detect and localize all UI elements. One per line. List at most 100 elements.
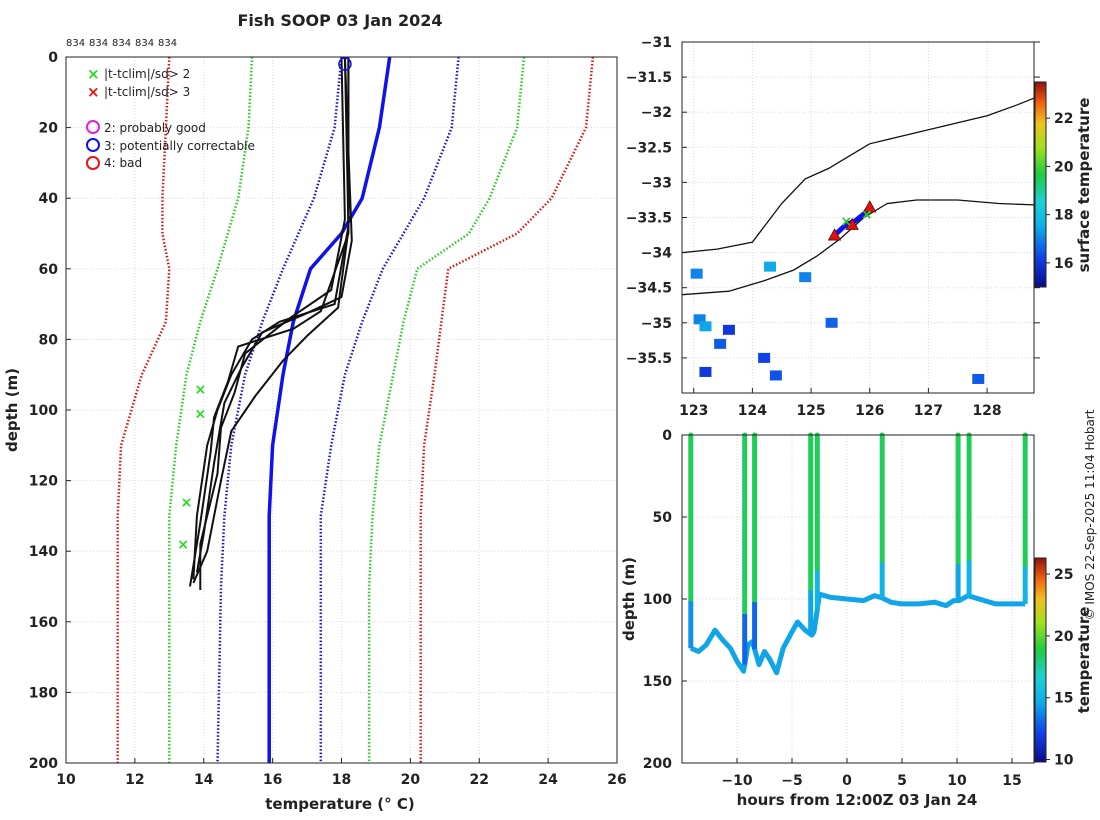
profile-id-label: 834 (89, 38, 108, 49)
climatology-lines (118, 57, 593, 763)
timeseries-x-tick-label: −5 (781, 773, 802, 789)
profile-x-axis-label: temperature (° C) (265, 795, 415, 813)
legend-x-marker-red: × (87, 83, 100, 101)
map-y-tick-label: −34.5 (626, 281, 672, 297)
map-y-tick-label: −31 (641, 35, 672, 51)
track-x-marker: × (861, 207, 873, 223)
profile-x-tick-label: 10 (56, 772, 76, 788)
profile-x-tick-label: 16 (263, 772, 282, 788)
profile-id-labels: 834 834 834 834 834 (66, 38, 177, 49)
sst-patch (764, 262, 776, 272)
profile-y-tick-label: 40 (39, 191, 59, 207)
legend-circle-red (87, 157, 99, 169)
sst-patch (799, 272, 811, 282)
timeseries-y-tick-label: 0 (662, 428, 672, 444)
sst-patch (714, 339, 726, 349)
profile-y-tick-label: 200 (29, 756, 58, 772)
figure: Fish SOOP 03 Jan 2024 834 834 834 834 83… (0, 0, 1100, 820)
timeseries-y-tick-label: 200 (643, 756, 672, 772)
profile-x-tick-label: 22 (470, 772, 489, 788)
map-colorbar-ticks: 16 18 20 22 (1046, 111, 1074, 272)
timeseries-colorbar (1035, 558, 1046, 762)
map-x-tick-label: 126 (855, 403, 884, 419)
timeseries-colorbar-tick-label: 25 (1054, 567, 1073, 583)
climatology-mean-line (269, 57, 390, 763)
map-colorbar-tick-label: 22 (1054, 111, 1073, 127)
profile-y-tick-label: 60 (39, 262, 59, 278)
timeseries-colorbar-label: temperature (1075, 607, 1093, 714)
profile-y-tick-label: 160 (29, 615, 58, 631)
map-colorbar (1035, 82, 1046, 287)
climatology-bound-line (369, 57, 524, 763)
map-y-tick-label: −34 (641, 246, 672, 262)
timeseries-y-tick-label: 150 (643, 674, 672, 690)
legend-circle-blue (87, 139, 99, 151)
shelf-contours (682, 98, 1034, 295)
map-x-tick-label: 127 (914, 403, 943, 419)
profile-x-tick-label: 14 (194, 772, 214, 788)
legend-label: 4: bad (104, 156, 142, 170)
profile-y-tick-label: 100 (29, 403, 58, 419)
map-colorbar-tick-label: 20 (1054, 159, 1074, 175)
profile-y-tick-label: 120 (29, 474, 58, 490)
timeseries-colorbar-tick-label: 15 (1054, 691, 1073, 707)
legend-label: 2: probably good (104, 121, 206, 135)
sst-patch (691, 269, 703, 279)
timeseries-colorbar-tick-label: 20 (1054, 629, 1074, 645)
legend-label: |t-tclim|/sd> 3 (104, 85, 190, 99)
profile-y-tick-label: 180 (29, 685, 58, 701)
map-y-tick-label: −31.5 (626, 70, 672, 86)
timeseries-x-axis-label: hours from 12:00Z 03 Jan 24 (737, 791, 978, 809)
profile-y-ticks: 0 20 40 60 80 100 120 140 160 180 200 (29, 50, 71, 772)
profile-x-tick-label: 24 (538, 772, 558, 788)
map-colorbar-tick-label: 18 (1054, 208, 1073, 224)
profile-x-tick-label: 18 (332, 772, 351, 788)
timeseries-x-tick-label: 15 (1002, 773, 1021, 789)
map-panel: × × 123 124 125 126 127 128 −31−31.5−32−32.5−3… (626, 35, 1093, 419)
profile-y-tick-label: 20 (39, 121, 59, 137)
legend-x-marker-green: × (87, 65, 100, 83)
profile-y-tick-label: 80 (39, 332, 59, 348)
profile-chart-title: Fish SOOP 03 Jan 2024 (238, 11, 443, 30)
profile-x-tick-label: 26 (607, 772, 626, 788)
profile-id-label: 834 (66, 38, 85, 49)
ship-track: × × (829, 201, 876, 240)
profile-x-tick-label: 20 (401, 772, 421, 788)
credit-text: © IMOS 22-Sep-2025 11:04 Hobart (1083, 409, 1097, 620)
map-x-tick-label: 124 (738, 403, 767, 419)
timeseries-y-axis-label: depth (m) (620, 557, 638, 641)
flag-x-marker: × (181, 495, 193, 511)
map-x-tick-label: 123 (679, 403, 708, 419)
legend-label: |t-tclim|/sd> 2 (104, 67, 190, 81)
timeseries-x-tick-label: 5 (897, 773, 907, 789)
timeseries-data (691, 435, 1025, 673)
flag-x-marker: × (194, 382, 206, 398)
shelf-contour-line (682, 200, 1034, 295)
sst-patch (758, 353, 770, 363)
profile-y-axis-label: depth (m) (3, 368, 21, 452)
profile-panel: Fish SOOP 03 Jan 2024 834 834 834 834 83… (3, 11, 627, 813)
timeseries-x-tick-label: −10 (721, 773, 752, 789)
timeseries-panel: −10 −5 0 5 10 15 0 50 100 150 200 hours from 12:0… (620, 428, 1093, 809)
profile-legend: × |t-tclim|/sd> 2 × |t-tclim|/sd> 3 2: p… (87, 65, 255, 170)
profile-x-tick-label: 12 (125, 772, 144, 788)
legend-circle-magenta (87, 121, 99, 133)
sst-patch (826, 318, 838, 328)
sst-patch (972, 374, 984, 384)
timeseries-colorbar-ticks: 10 15 20 25 (1046, 567, 1074, 768)
profile-id-label: 834 (158, 38, 177, 49)
timeseries-x-tick-label: 10 (947, 773, 967, 789)
timeseries-x-tick-label: 0 (842, 773, 852, 789)
profile-id-label: 834 (112, 38, 131, 49)
timeseries-colorbar-tick-label: 10 (1054, 753, 1074, 769)
map-y-tick-label: −32 (641, 105, 672, 121)
sst-patch (699, 321, 711, 331)
timeseries-y-tick-label: 100 (643, 592, 672, 608)
sst-patch (770, 370, 782, 380)
temperature-profile-line (197, 57, 352, 572)
map-y-tick-label: −33 (641, 175, 672, 191)
timeseries-y-ticks: 0 50 100 150 200 (643, 428, 687, 772)
profile-gridlines (66, 57, 617, 763)
sst-patch (723, 325, 735, 335)
map-x-tick-label: 125 (796, 403, 825, 419)
